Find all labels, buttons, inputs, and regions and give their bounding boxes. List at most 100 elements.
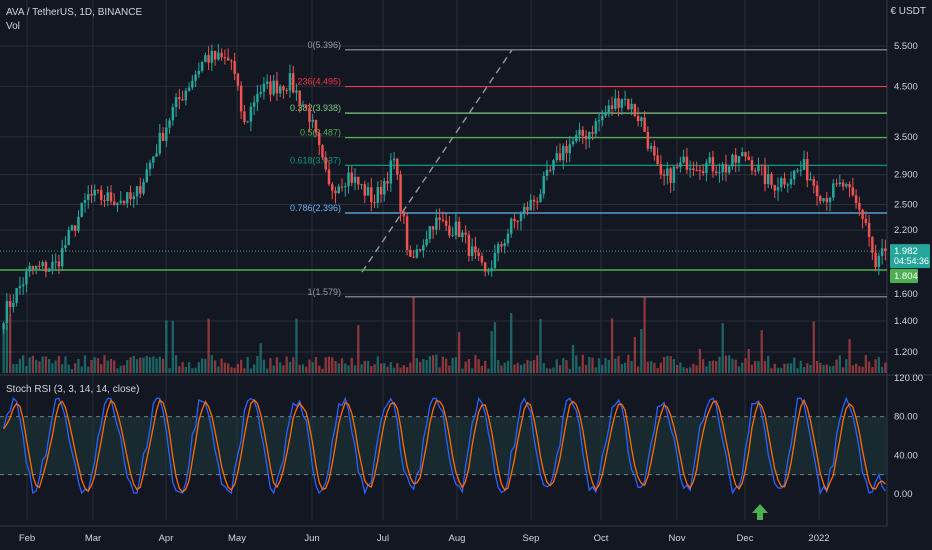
candle-body — [649, 146, 653, 149]
candle-body — [799, 169, 803, 171]
volume-bar — [754, 360, 757, 373]
volume-bar — [653, 362, 656, 373]
candle-body — [812, 178, 816, 186]
volume-bar — [477, 359, 480, 373]
candle-body — [165, 127, 168, 141]
volume-bar — [324, 357, 327, 373]
candle-body — [441, 219, 445, 221]
volume-bar — [448, 365, 451, 373]
volume-bar — [35, 359, 38, 373]
time-tick-label: 2022 — [808, 533, 829, 544]
candle-body — [480, 255, 484, 263]
volume-bar — [415, 358, 418, 373]
candle-body — [230, 60, 233, 62]
volume-bar — [48, 359, 51, 373]
volume-bar — [236, 364, 240, 373]
candle-body — [197, 70, 201, 75]
candle-body — [760, 164, 763, 166]
volume-bar — [659, 362, 663, 373]
time-tick-label: Mar — [85, 533, 101, 544]
candle-body — [288, 73, 292, 91]
volume-bar — [513, 364, 516, 373]
candle-body — [161, 132, 165, 141]
volume-bar — [139, 357, 142, 373]
volume-bar — [741, 362, 744, 373]
candle-body — [239, 85, 243, 112]
volume-bar — [207, 318, 210, 373]
stoch-rsi-band — [0, 416, 887, 475]
volume-bar — [806, 363, 809, 373]
volume-bar — [523, 363, 526, 373]
candle-body — [217, 52, 220, 60]
candle-body — [636, 115, 640, 122]
volume-bar — [571, 345, 575, 373]
candle-body — [867, 222, 871, 237]
candle-body — [724, 164, 728, 173]
candle-body — [34, 265, 38, 270]
candle-body — [60, 248, 64, 267]
candle-body — [630, 103, 633, 110]
volume-bar — [601, 364, 604, 373]
candle-body — [461, 232, 464, 237]
volume-bar — [493, 322, 497, 373]
candle-body — [360, 184, 363, 186]
volume-bar — [858, 366, 861, 373]
price-tick-label: 4.500 — [894, 81, 918, 92]
candle-body — [363, 184, 367, 196]
price-tick-label: 1.200 — [894, 347, 918, 358]
volume-bar — [558, 365, 562, 373]
candle-body — [874, 252, 877, 268]
candle-body — [409, 249, 412, 257]
volume-bar — [171, 320, 174, 373]
volume-bar — [819, 362, 822, 373]
candle-body — [575, 135, 578, 142]
candle-body — [389, 160, 393, 184]
candle-body — [806, 159, 809, 181]
candle-body — [366, 187, 370, 196]
volume-bar — [728, 355, 731, 373]
candle-body — [152, 156, 155, 163]
volume-bars — [2, 297, 887, 373]
volume-bar — [288, 361, 292, 373]
volume-bar — [516, 362, 519, 373]
volume-bar — [721, 323, 724, 373]
candle-body — [770, 173, 773, 186]
volume-bar — [292, 357, 295, 373]
candle-body — [272, 80, 275, 95]
candle-body — [370, 187, 373, 203]
candle-body — [246, 121, 249, 123]
candle-body — [184, 90, 188, 101]
candle-body — [57, 261, 61, 267]
volume-bar — [184, 366, 187, 373]
currency-label[interactable]: € USDT — [890, 6, 926, 17]
volume-bar — [877, 357, 881, 373]
volume-bar — [630, 361, 633, 373]
volume-bar — [363, 360, 366, 373]
volume-bar — [565, 360, 568, 373]
volume-bar — [799, 360, 802, 373]
candle-body — [28, 265, 31, 272]
volume-bar — [854, 363, 858, 373]
candle-body — [383, 181, 386, 195]
candle-body — [685, 156, 689, 170]
candle-body — [262, 83, 266, 92]
candle-body — [695, 170, 698, 172]
volume-bar — [327, 356, 331, 373]
volume-bar — [581, 354, 584, 373]
volume-bar — [623, 362, 627, 373]
volume-bar — [399, 367, 402, 373]
candle-body — [841, 182, 845, 187]
volume-bar — [555, 359, 558, 373]
volume-bar — [217, 366, 220, 373]
volume-bar — [168, 368, 171, 373]
candle-body — [744, 152, 747, 157]
volume-bar — [96, 358, 100, 373]
volume-bar — [461, 368, 464, 373]
volume-bar — [200, 358, 204, 373]
volume-bar — [77, 359, 80, 373]
candle-body — [714, 171, 718, 173]
volume-bar — [357, 325, 360, 373]
candle-body — [2, 323, 5, 330]
volume-bar — [698, 349, 702, 373]
